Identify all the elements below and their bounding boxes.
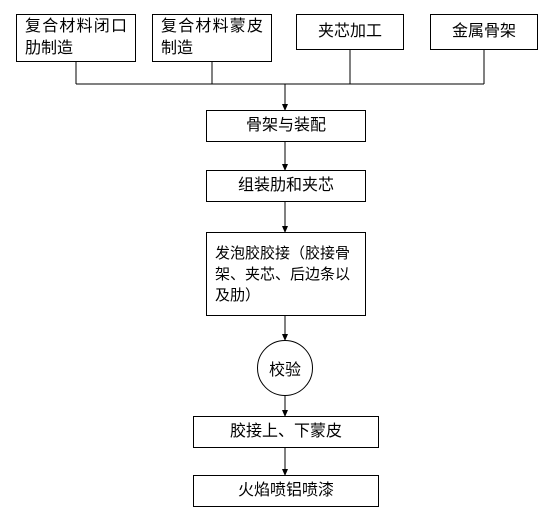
node-label: 发泡胶胶接（胶接骨架、夹芯、后边条以及肋） [207, 243, 365, 306]
flowchart-canvas: 复合材料闭口肋制造 复合材料蒙皮制造 夹芯加工 金属骨架 骨架与装配 组装肋和夹… [0, 0, 558, 511]
node-foam-bond: 发泡胶胶接（胶接骨架、夹芯、后边条以及肋） [206, 232, 366, 316]
node-core-machining: 夹芯加工 [296, 14, 404, 50]
node-inspection: 校验 [257, 340, 313, 396]
node-composite-skin: 复合材料蒙皮制造 [152, 14, 272, 62]
node-label: 校验 [269, 356, 301, 380]
node-label: 复合材料闭口肋制造 [17, 16, 135, 61]
node-label: 组装肋和夹芯 [230, 175, 342, 197]
node-label: 金属骨架 [444, 21, 524, 43]
node-label: 复合材料蒙皮制造 [153, 16, 271, 61]
node-rib-core-assy: 组装肋和夹芯 [206, 170, 366, 202]
node-metal-frame: 金属骨架 [430, 14, 538, 50]
node-skin-bond: 胶接上、下蒙皮 [193, 416, 379, 448]
node-composite-rib: 复合材料闭口肋制造 [16, 14, 136, 62]
node-label: 夹芯加工 [310, 21, 390, 43]
node-flame-spray: 火焰喷铝喷漆 [193, 475, 379, 507]
node-label: 骨架与装配 [238, 115, 334, 137]
node-label: 火焰喷铝喷漆 [230, 480, 342, 502]
node-frame-assembly: 骨架与装配 [206, 110, 366, 142]
node-label: 胶接上、下蒙皮 [222, 421, 350, 443]
